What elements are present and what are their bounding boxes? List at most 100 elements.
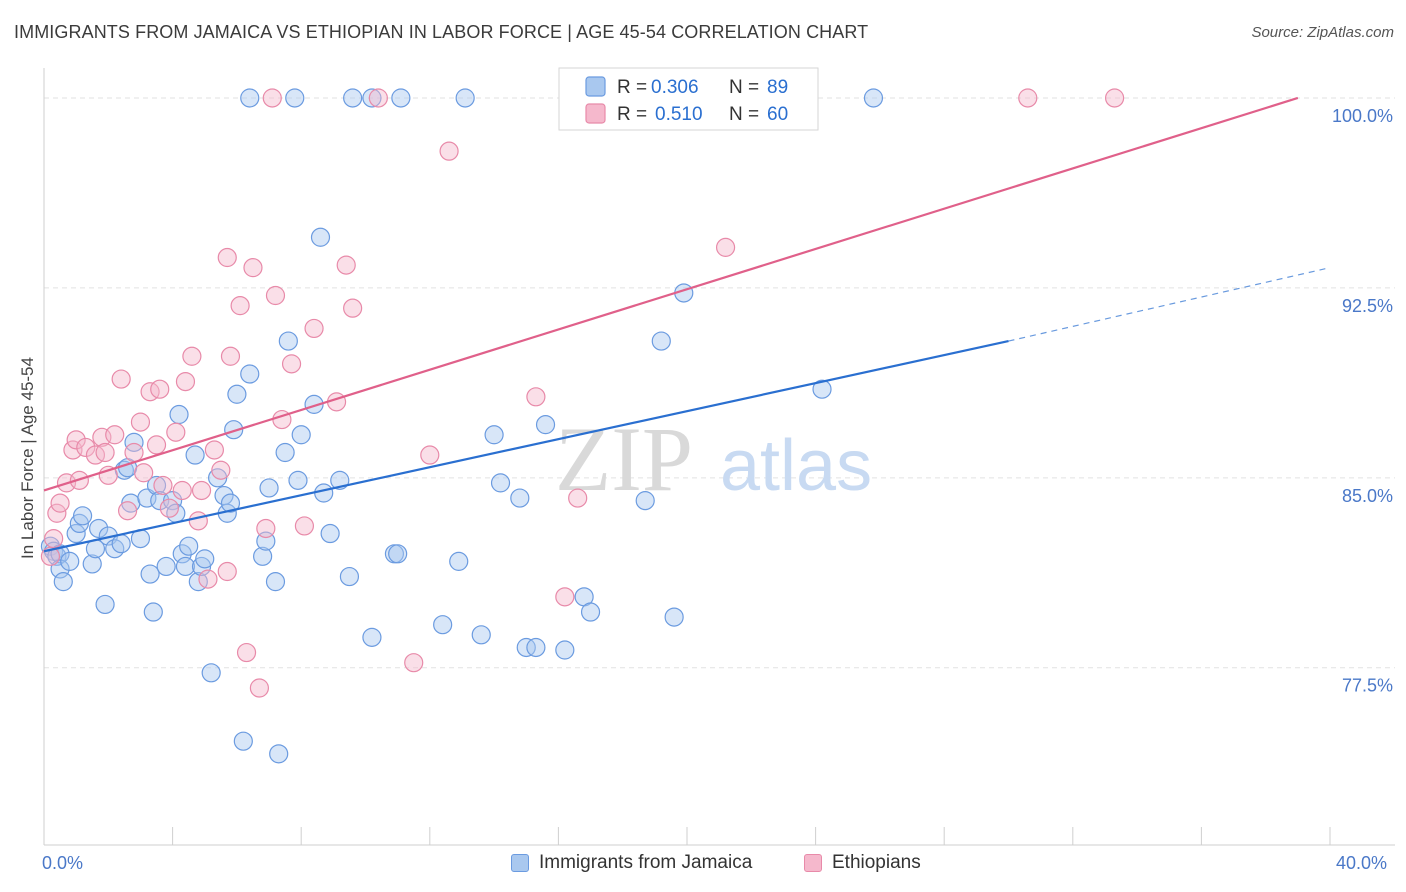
point-ethiopians	[130, 412, 151, 432]
point-jamaica	[343, 88, 363, 108]
y-tick-label: 85.0%	[1342, 486, 1393, 506]
point-jamaica	[195, 549, 215, 569]
point-ethiopians	[166, 422, 186, 442]
legend-item-ethiopians[interactable]: Ethiopians	[804, 852, 921, 874]
point-jamaica	[269, 744, 289, 764]
point-ethiopians	[217, 247, 237, 268]
point-ethiopians	[526, 387, 546, 407]
legend-n-value-1: 89	[767, 77, 788, 98]
point-ethiopians	[304, 318, 324, 339]
point-jamaica	[82, 554, 102, 574]
point-jamaica	[314, 483, 334, 503]
legend-swatch-ethiopians-bottom	[804, 854, 822, 872]
point-jamaica	[201, 663, 221, 683]
point-jamaica	[233, 731, 253, 751]
point-jamaica	[635, 491, 655, 511]
point-ethiopians	[150, 379, 170, 399]
point-jamaica	[391, 88, 411, 108]
trendline-jamaica	[43, 340, 1009, 553]
point-jamaica	[72, 506, 93, 526]
point-ethiopians	[368, 88, 388, 108]
point-jamaica	[105, 539, 125, 559]
point-jamaica	[140, 564, 160, 584]
point-jamaica	[169, 404, 189, 425]
point-jamaica	[95, 594, 115, 615]
point-jamaica	[490, 473, 511, 493]
legend-label-ethiopians: Ethiopians	[832, 852, 921, 873]
point-ethiopians	[336, 255, 356, 275]
point-jamaica	[53, 572, 73, 592]
point-ethiopians	[175, 371, 196, 392]
point-jamaica	[50, 559, 70, 579]
point-jamaica	[310, 227, 331, 247]
point-jamaica	[111, 534, 131, 554]
point-jamaica	[863, 88, 884, 108]
trendline-jamaica-extension	[1008, 267, 1331, 342]
point-jamaica	[278, 331, 298, 351]
point-ethiopians	[265, 285, 286, 306]
point-jamaica	[253, 546, 273, 566]
y-tick-label: 92.5%	[1342, 296, 1393, 316]
point-jamaica	[484, 425, 504, 445]
point-ethiopians	[420, 445, 440, 465]
point-jamaica	[172, 544, 192, 564]
legend-r-label-1: R =	[617, 77, 647, 98]
point-ethiopians	[159, 498, 179, 518]
point-ethiopians	[715, 237, 736, 257]
point-jamaica	[175, 556, 196, 577]
x-tick-max: 40.0%	[1336, 853, 1388, 873]
point-jamaica	[555, 640, 575, 660]
point-jamaica	[275, 442, 295, 463]
point-ethiopians	[105, 425, 125, 445]
point-jamaica	[259, 478, 279, 498]
legend-swatch-jamaica-bottom	[511, 854, 529, 872]
point-ethiopians	[439, 141, 459, 161]
point-ethiopians	[256, 518, 276, 539]
y-tick-labels: 77.5% 85.0% 92.5% 100.0%	[1332, 106, 1393, 696]
point-jamaica	[240, 88, 260, 108]
legend-n-label-1: N =	[729, 77, 759, 98]
point-ethiopians	[211, 460, 231, 480]
point-ethiopians	[243, 258, 263, 278]
chart-title: IMMIGRANTS FROM JAMAICA VS ETHIOPIAN IN …	[14, 22, 869, 42]
point-ethiopians	[44, 528, 64, 549]
point-jamaica	[535, 415, 556, 435]
point-ethiopians	[76, 437, 96, 458]
point-jamaica	[89, 518, 109, 539]
legend-swatch-jamaica	[585, 76, 606, 97]
point-jamaica	[510, 488, 530, 508]
point-jamaica	[285, 88, 305, 108]
point-ethiopians	[134, 463, 154, 483]
point-jamaica	[580, 602, 601, 622]
point-ethiopians	[343, 298, 363, 318]
point-ethiopians	[1018, 88, 1038, 108]
point-jamaica	[388, 544, 408, 564]
point-jamaica	[449, 551, 469, 571]
point-ethiopians	[198, 569, 218, 589]
point-ethiopians	[50, 493, 70, 513]
point-jamaica	[664, 607, 684, 627]
point-jamaica	[304, 394, 324, 414]
point-jamaica	[288, 470, 308, 490]
point-jamaica	[455, 88, 475, 108]
legend-item-jamaica[interactable]: Immigrants from Jamaica	[511, 852, 752, 874]
point-jamaica	[516, 637, 536, 658]
axes	[43, 68, 1395, 846]
x-tick-min: 0.0%	[42, 853, 84, 873]
legend-r-value-2: 0.510	[655, 104, 703, 125]
legend-n-label-2: N =	[729, 104, 759, 125]
point-ethiopians	[182, 346, 202, 366]
point-ethiopians	[249, 678, 270, 698]
point-jamaica	[362, 88, 382, 108]
point-jamaica	[291, 425, 311, 445]
point-ethiopians	[294, 516, 315, 536]
point-jamaica	[240, 364, 260, 384]
point-jamaica	[227, 384, 247, 404]
point-ethiopians	[146, 435, 167, 455]
point-jamaica	[179, 536, 199, 556]
legend-box: R = 0.306 N = 89 R = 0.510 N = 60	[558, 67, 819, 131]
point-jamaica	[433, 615, 453, 635]
point-ethiopians	[230, 296, 250, 316]
point-ethiopians	[220, 346, 241, 366]
point-ethiopians	[217, 561, 237, 582]
